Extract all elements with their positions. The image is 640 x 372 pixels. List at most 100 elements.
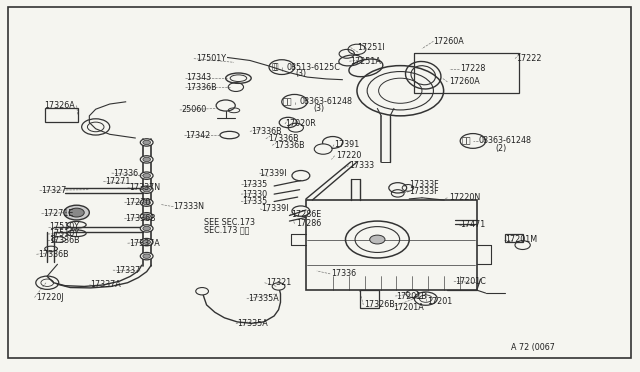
Text: 17271E: 17271E [43, 209, 73, 218]
Text: 17333F: 17333F [409, 180, 439, 189]
Text: 17471: 17471 [460, 220, 485, 229]
Text: 17220N: 17220N [449, 193, 480, 202]
Text: (3): (3) [314, 104, 324, 113]
Circle shape [370, 235, 385, 244]
Text: 17327: 17327 [41, 186, 67, 195]
Text: 17336B: 17336B [49, 236, 80, 245]
Text: 17222: 17222 [516, 54, 542, 63]
Bar [306, 200, 477, 290]
Circle shape [143, 254, 150, 259]
Circle shape [140, 212, 153, 220]
Text: 17336: 17336 [113, 169, 138, 177]
Text: 17228: 17228 [460, 64, 486, 73]
Text: Ⓢ: Ⓢ [461, 137, 467, 145]
Text: 17220J: 17220J [36, 293, 64, 302]
Text: 17337A: 17337A [91, 280, 122, 289]
Text: 17201B: 17201B [396, 292, 428, 301]
Text: 17336B: 17336B [251, 127, 282, 136]
Text: 17220: 17220 [336, 151, 362, 160]
Circle shape [64, 205, 90, 220]
Text: 25060: 25060 [181, 105, 206, 115]
Text: 17501Y: 17501Y [196, 54, 226, 63]
Circle shape [140, 238, 153, 246]
Text: 17510Y: 17510Y [49, 230, 79, 238]
Text: 17330: 17330 [243, 190, 268, 199]
Circle shape [143, 226, 150, 231]
Text: Ⓢ: Ⓢ [465, 137, 470, 145]
Circle shape [196, 288, 209, 295]
Bar [505, 234, 523, 242]
Text: Ⓢ: Ⓢ [287, 97, 291, 106]
Text: 17251I: 17251I [357, 43, 385, 52]
Circle shape [323, 137, 343, 148]
Circle shape [140, 225, 153, 232]
Text: Ⓢ: Ⓢ [274, 62, 279, 72]
Text: 17260A: 17260A [449, 77, 479, 86]
Circle shape [140, 172, 153, 179]
Text: 17333N: 17333N [173, 202, 204, 211]
Circle shape [140, 186, 153, 193]
Circle shape [292, 206, 310, 216]
Circle shape [292, 170, 310, 181]
Text: 17020R: 17020R [285, 119, 316, 128]
Text: 08363-61248: 08363-61248 [478, 137, 531, 145]
Text: SEC.173 参照: SEC.173 参照 [204, 225, 250, 234]
Text: 17336B: 17336B [125, 214, 156, 223]
Text: 17271: 17271 [105, 177, 131, 186]
Text: 17342: 17342 [185, 131, 210, 140]
Text: 17336B: 17336B [268, 134, 298, 143]
Circle shape [140, 139, 153, 146]
Text: 17336B: 17336B [274, 141, 305, 150]
Text: 17510Y: 17510Y [49, 222, 79, 231]
Text: 17337: 17337 [115, 266, 140, 275]
Text: 17201: 17201 [427, 297, 452, 306]
Text: (2): (2) [495, 144, 506, 153]
Text: 17201M: 17201M [505, 235, 537, 244]
Text: (3): (3) [296, 69, 307, 78]
Text: 17333: 17333 [349, 161, 374, 170]
Text: 17335A: 17335A [237, 319, 268, 328]
Circle shape [140, 199, 153, 206]
Text: 17335: 17335 [243, 180, 268, 189]
Circle shape [69, 208, 84, 217]
Bar [360, 290, 379, 308]
Text: 17201C: 17201C [455, 277, 486, 286]
Text: 17333F: 17333F [409, 187, 439, 196]
Circle shape [143, 157, 150, 161]
Text: 17343: 17343 [186, 73, 211, 82]
Circle shape [272, 283, 285, 290]
Text: 08513-6125C: 08513-6125C [287, 62, 340, 72]
Text: 17391: 17391 [334, 140, 359, 149]
Text: 17336: 17336 [332, 269, 356, 278]
Bar [45, 108, 78, 122]
Text: 17335: 17335 [243, 197, 268, 206]
Circle shape [143, 187, 150, 192]
Circle shape [140, 253, 153, 260]
Text: 17335A: 17335A [248, 294, 280, 303]
Text: SEE SEC.173: SEE SEC.173 [204, 218, 255, 227]
Text: 17336B: 17336B [186, 83, 217, 92]
Text: 17337N: 17337N [129, 183, 160, 192]
Text: 17286: 17286 [296, 219, 321, 228]
Text: 17321: 17321 [266, 278, 291, 287]
Text: 17336B: 17336B [38, 250, 69, 259]
Circle shape [143, 173, 150, 178]
Text: 17339I: 17339I [261, 204, 289, 214]
Text: A 72 (0067: A 72 (0067 [511, 343, 555, 352]
Text: Ⓢ: Ⓢ [283, 97, 288, 106]
Text: 17326B: 17326B [365, 300, 396, 310]
Text: 17251A: 17251A [351, 57, 381, 66]
Circle shape [314, 144, 332, 154]
Bar [414, 53, 520, 93]
Text: 17201A: 17201A [394, 302, 424, 312]
Circle shape [140, 156, 153, 163]
Text: Ⓢ: Ⓢ [271, 62, 276, 72]
Circle shape [143, 201, 150, 205]
Text: 08363-61248: 08363-61248 [300, 97, 353, 106]
Circle shape [143, 214, 150, 218]
Text: 17339I: 17339I [259, 169, 287, 177]
Text: 17337A: 17337A [129, 239, 159, 248]
Circle shape [143, 240, 150, 244]
Text: 17286E: 17286E [291, 210, 321, 219]
Text: 17270: 17270 [125, 198, 151, 207]
